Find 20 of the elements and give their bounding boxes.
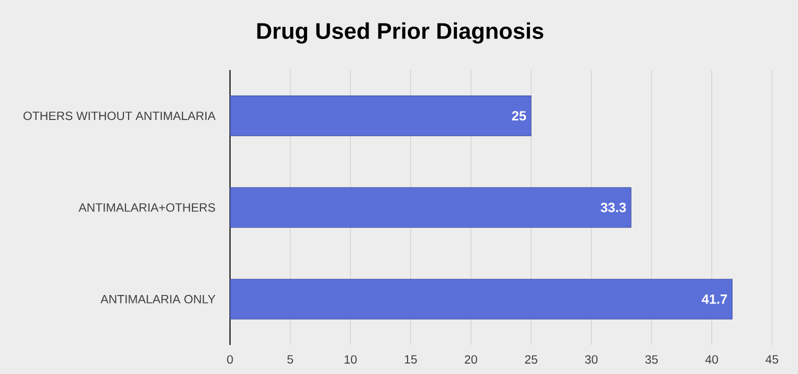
x-tick-label: 0 (227, 355, 233, 364)
data-label: 25 (512, 111, 526, 121)
y-tick-label: OTHERS WITHOUT ANTIMALARIA (24, 112, 216, 120)
bar (230, 187, 632, 228)
x-tick-label: 35 (645, 355, 658, 364)
y-tick-label: ANTIMALARIA+OTHERS (78, 203, 216, 212)
x-tick-label: 10 (344, 355, 357, 364)
x-tick-label: 20 (464, 355, 478, 364)
x-tick-label: 40 (705, 355, 718, 364)
x-tick-label: 5 (287, 355, 294, 364)
bar (230, 96, 532, 136)
x-tick-label: 15 (404, 355, 417, 364)
x-tick-label: 30 (585, 355, 598, 364)
x-tick-label: 25 (525, 355, 538, 364)
chart-title: Drug Used Prior Diagnosis (257, 22, 544, 44)
x-tick-label: 45 (766, 355, 778, 364)
data-label: 33.3 (600, 202, 626, 212)
data-label: 41.7 (702, 294, 727, 304)
bar (230, 278, 733, 320)
y-tick-label: ANTIMALARIA ONLY (100, 294, 216, 304)
